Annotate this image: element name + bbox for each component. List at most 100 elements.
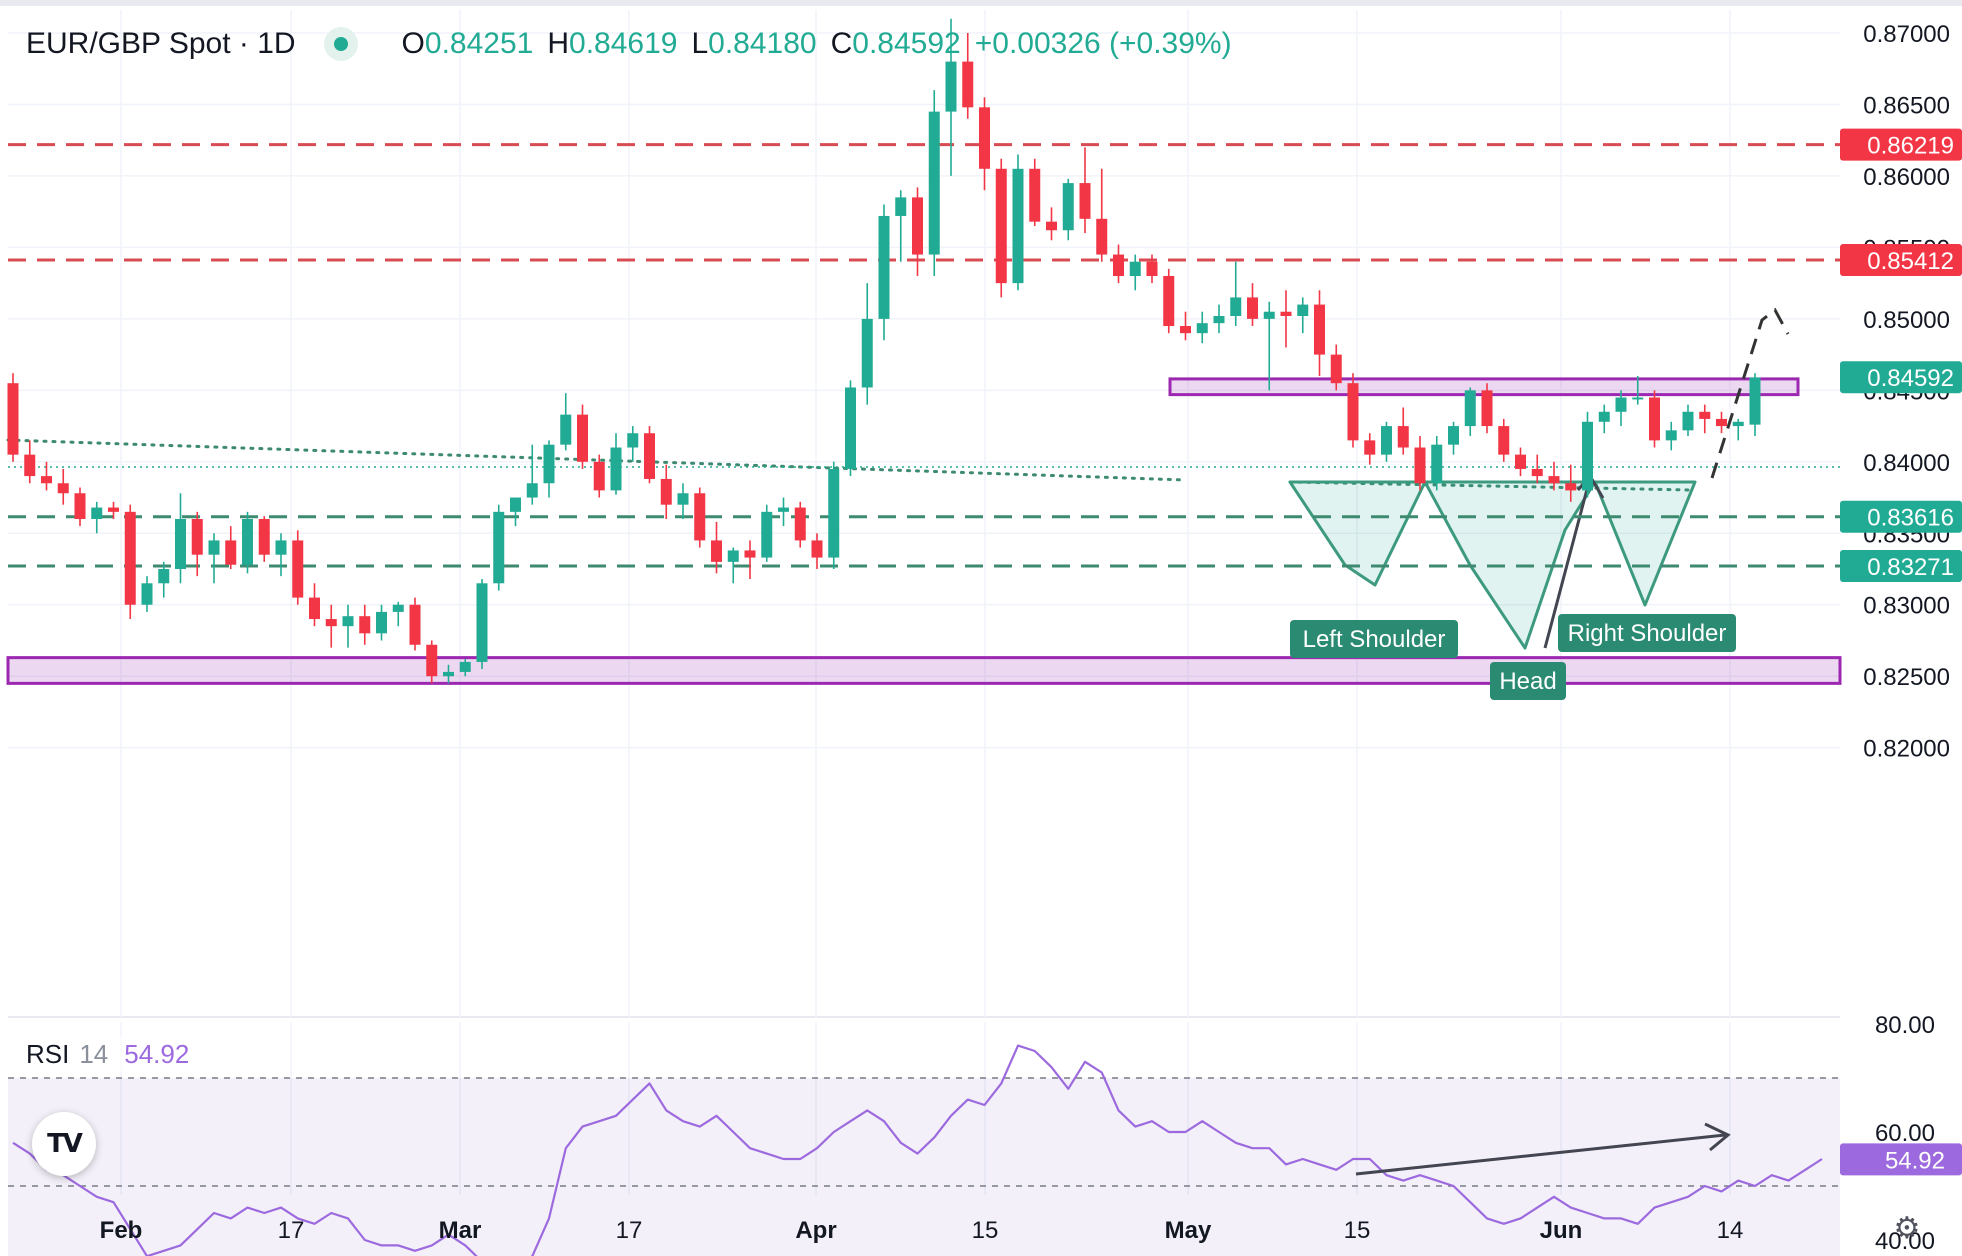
candle-body xyxy=(1163,275,1175,327)
price-level-badge-text: 0.84592 xyxy=(1867,365,1954,392)
chart-legend: EUR/GBP Spot · 1D O 0.84251 H 0.84619 L 0.8… xyxy=(26,22,1232,66)
price-level-badge xyxy=(1840,500,1962,533)
price-tick-label: 0.82500 xyxy=(1863,664,1950,691)
candle-body xyxy=(476,583,488,662)
candle-body xyxy=(41,476,52,484)
candle-body xyxy=(392,604,404,612)
candle-body xyxy=(158,569,170,584)
candle-body xyxy=(124,511,136,605)
price-level-badge xyxy=(1840,128,1962,161)
candle-body xyxy=(1347,383,1359,441)
time-tick-label: 17 xyxy=(278,1217,305,1244)
price-tick-label: 0.83000 xyxy=(1863,593,1950,620)
rsi-trend-arrow xyxy=(1355,1133,1726,1176)
candle-body xyxy=(1330,354,1342,384)
candle-body xyxy=(828,468,840,558)
rsi-period: 14 xyxy=(79,1038,109,1069)
candle-body xyxy=(1230,297,1242,317)
candle-body xyxy=(510,497,521,512)
candle-body xyxy=(1749,377,1761,425)
candle-body xyxy=(761,511,773,558)
time-tick-label: Jun xyxy=(1540,1217,1583,1244)
tradingview-logo-icon[interactable]: TV xyxy=(32,1112,96,1176)
candle-body xyxy=(694,493,706,541)
candle-body xyxy=(1263,311,1275,319)
time-tick-label: May xyxy=(1165,1217,1212,1244)
candle-body xyxy=(1297,304,1309,317)
candle-body xyxy=(1464,390,1476,427)
rsi-value-badge xyxy=(1840,1143,1962,1176)
candle-body xyxy=(811,540,823,558)
candle-body xyxy=(1364,440,1376,455)
candle-body xyxy=(1548,476,1560,484)
candle-body xyxy=(895,197,907,216)
rsi-pane xyxy=(8,1044,1840,1256)
time-tick-label: 14 xyxy=(1717,1217,1744,1244)
candle-body xyxy=(543,444,555,484)
candle-body xyxy=(1716,418,1727,427)
projection-path xyxy=(1710,307,1790,479)
candle-body xyxy=(1632,397,1644,400)
candle-body xyxy=(175,518,186,570)
candle-body xyxy=(1665,430,1677,441)
candle-body xyxy=(141,583,153,605)
price-tick-label: 0.86000 xyxy=(1863,164,1950,191)
rsi-value: 54.92 xyxy=(124,1038,190,1069)
candle-body xyxy=(7,383,19,455)
candle-body xyxy=(409,604,421,645)
pattern-annotation-box xyxy=(1490,662,1566,700)
price-level-badge-text: 0.86219 xyxy=(1867,133,1954,160)
pattern-annotation-label: Right Shoulder xyxy=(1568,620,1727,647)
candle-body xyxy=(1247,297,1258,319)
candle-body xyxy=(627,433,639,448)
candle-body xyxy=(1414,447,1426,484)
candle-body xyxy=(593,461,605,491)
candle-body xyxy=(861,318,873,388)
candle-body xyxy=(359,616,371,634)
high-value: 0.84619 xyxy=(569,27,678,60)
candle-body xyxy=(459,661,471,672)
open-label: O xyxy=(401,27,425,60)
candle-body xyxy=(258,518,270,555)
candle-body xyxy=(24,454,36,477)
time-tick-label: Apr xyxy=(795,1217,836,1244)
price-level-badge xyxy=(1840,243,1962,276)
price-level-badge-text: 0.83271 xyxy=(1867,554,1954,581)
candle-body xyxy=(242,518,253,565)
candle-body xyxy=(945,61,957,112)
rsi-tick-label: 40.00 xyxy=(1875,1228,1935,1255)
candle-body xyxy=(1280,311,1292,317)
settings-gear-icon[interactable]: ⚙ xyxy=(1893,1211,1921,1246)
candle-body xyxy=(962,61,974,108)
horizontal-levels xyxy=(8,143,1840,568)
candle-body xyxy=(1732,421,1744,427)
time-tick-label: 15 xyxy=(972,1217,999,1244)
rsi-legend[interactable]: RSI 14 54.92 xyxy=(26,1036,200,1072)
price-tick-label: 0.82000 xyxy=(1863,736,1950,763)
candle-body xyxy=(443,671,454,677)
candle-body xyxy=(878,215,890,319)
candle-body xyxy=(1012,168,1024,284)
candle-body xyxy=(1565,483,1577,491)
candle-body xyxy=(91,507,103,519)
candle-body xyxy=(108,507,119,512)
candle-body xyxy=(57,483,69,494)
pattern-annotation-label: Left Shoulder xyxy=(1303,626,1446,653)
candle-body xyxy=(342,616,354,627)
low-value: 0.84180 xyxy=(708,27,817,60)
candle-body xyxy=(577,414,588,462)
candle-body xyxy=(1180,326,1191,334)
price-tick-label: 0.86500 xyxy=(1863,92,1950,119)
candle-body xyxy=(426,644,438,677)
dotted-neckline xyxy=(1288,480,1692,492)
symbol-title[interactable]: EUR/GBP Spot · 1D xyxy=(26,27,296,60)
candle-body xyxy=(1096,218,1108,255)
candle-body xyxy=(1481,390,1493,427)
rsi-trend-arrow-head xyxy=(1704,1122,1731,1152)
candle-body xyxy=(1046,221,1057,231)
candle-body xyxy=(677,493,689,505)
price-level-badge xyxy=(1840,550,1962,583)
candle-body xyxy=(526,483,538,498)
